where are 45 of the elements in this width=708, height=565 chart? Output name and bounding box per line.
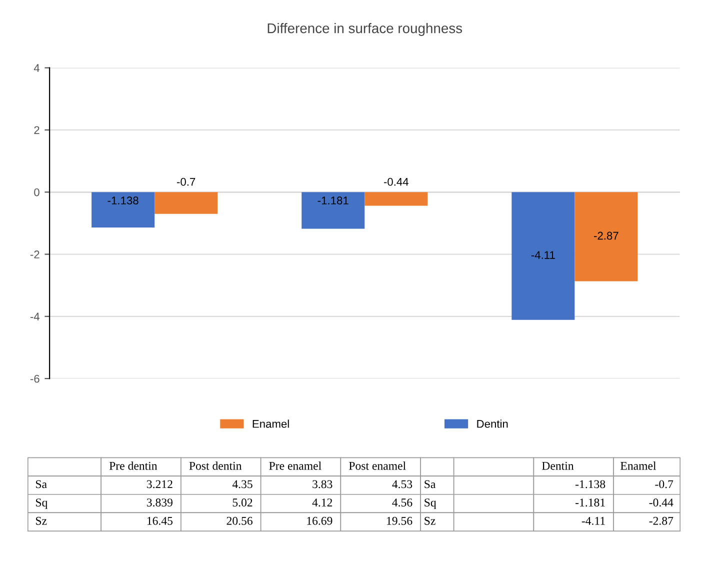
text: 3.839 (146, 498, 172, 507)
category-label: Enamel (620, 462, 656, 470)
text: Sq (36, 498, 48, 509)
category-label: Pre enamel (269, 462, 322, 470)
legend-label: Enamel (252, 420, 289, 428)
data-label: -4.11 (531, 251, 555, 259)
y-tick-label: 2 (34, 126, 40, 134)
text: -1.181 (576, 498, 605, 507)
text: Sq (424, 498, 436, 509)
category-label: Dentin (542, 462, 574, 470)
data-label: -0.7 (177, 178, 196, 186)
text: 16.45 (147, 516, 173, 525)
data-label: -0.44 (384, 178, 408, 186)
category-label: Post dentin (189, 462, 242, 470)
text: 20.56 (226, 516, 252, 525)
category-label: Pre dentin (109, 462, 158, 470)
text: 19.56 (387, 516, 412, 525)
text: -4.11 (582, 516, 605, 525)
text: Sa (36, 480, 47, 488)
data-label: -2.87 (594, 232, 618, 240)
y-tick-label: -4 (30, 312, 40, 320)
y-tick-label: -6 (30, 374, 40, 383)
text: 4.56 (392, 498, 412, 507)
y-tick-label: 4 (34, 64, 40, 72)
text: Sz (36, 516, 47, 525)
text: -0.7 (655, 480, 674, 488)
data-label: -1.181 (318, 196, 348, 204)
text: 16.69 (307, 516, 332, 525)
text: 4.35 (232, 480, 252, 488)
text: -2.87 (649, 516, 674, 525)
text: -1.138 (576, 480, 606, 488)
text: 4.53 (392, 480, 412, 488)
text: Sa (424, 480, 436, 488)
data-label: -1.138 (108, 196, 138, 204)
category-label: Post enamel (349, 462, 406, 470)
legend-label: Dentin (477, 420, 508, 428)
text: 5.02 (232, 498, 252, 507)
text: 3.83 (312, 480, 332, 488)
text: 3.212 (146, 480, 172, 488)
y-tick-label: -2 (30, 250, 40, 258)
y-tick-label: 0 (34, 188, 40, 196)
chart-title: Difference in surface roughness (268, 23, 462, 36)
text: -0.44 (649, 498, 674, 507)
text: 4.12 (312, 498, 332, 507)
text: Sz (424, 516, 436, 525)
